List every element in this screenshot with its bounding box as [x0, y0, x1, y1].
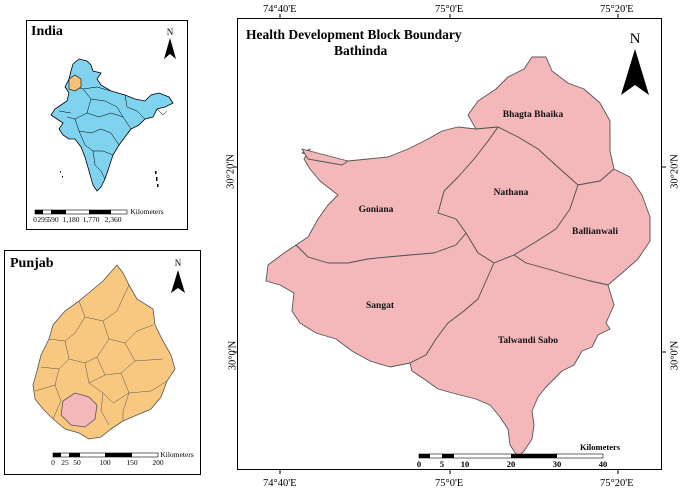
label-ballianwali: Ballianwali: [572, 227, 618, 237]
label-nathana: Nathana: [494, 188, 529, 198]
india-scale-tick: 2,360: [105, 215, 122, 224]
block-goniana-spur: [301, 148, 349, 166]
left-coord-label: 30°20'N: [225, 154, 237, 189]
main-scale-bar: Kilometers 0 5 10 20 30 40: [417, 442, 621, 469]
india-country-shape: [50, 58, 174, 192]
bottom-coord-label: 75°20'E: [600, 478, 634, 489]
punjab-scale-tick: 25: [61, 458, 69, 467]
india-scale-tick: 1,180: [63, 215, 80, 224]
punjab-scale-tick: 150: [126, 458, 138, 467]
main-title-line1: Health Development Block Boundary: [246, 27, 462, 42]
right-coord-label: 30°0'N: [669, 340, 681, 371]
label-goniana: Goniana: [359, 205, 394, 215]
punjab-bathinda-highlight: [60, 392, 98, 428]
punjab-scale-tick: 200: [152, 458, 164, 467]
india-scale-tick: 295: [37, 215, 49, 224]
punjab-scale-bar: 0 25 50 100 150 200 Kilometers: [51, 450, 194, 467]
label-talwandi-sabo: Talwandi Sabo: [498, 336, 558, 346]
india-inset-title: India: [31, 24, 63, 39]
punjab-north-letter: N: [175, 258, 182, 268]
india-scale-tick: 0: [33, 215, 37, 224]
main-north-letter: N: [630, 31, 641, 47]
punjab-map-svg: N 0 25: [32, 258, 194, 467]
india-scale-tick: 1,770: [83, 215, 100, 224]
punjab-inset-map: Punjab N: [4, 250, 201, 475]
main-north-arrow-icon: N: [621, 31, 649, 95]
punjab-scale-unit: Kilometers: [160, 450, 193, 459]
punjab-state-shape: [32, 264, 176, 440]
main-scale-tick: 5: [440, 459, 444, 469]
main-scale-tick: 0: [417, 459, 421, 469]
punjab-scale-tick: 100: [99, 458, 111, 467]
top-coord-label: 75°20'E: [600, 4, 634, 15]
india-north-arrow-icon: N: [164, 27, 176, 59]
punjab-north-arrow-icon: N: [171, 258, 185, 293]
right-coord-label: 30°20'N: [669, 154, 681, 189]
india-islands: [60, 171, 159, 187]
bottom-coord-label: 75°0'E: [435, 478, 464, 489]
india-punjab-highlight: [68, 74, 82, 92]
india-north-letter: N: [167, 27, 174, 37]
india-state-boundaries: [58, 84, 168, 180]
india-map-svg: N: [33, 27, 176, 224]
india-scale-tick: 590: [47, 215, 59, 224]
punjab-scale-tick: 50: [73, 458, 81, 467]
punjab-district-boundaries: [34, 284, 168, 426]
bathinda-main-map: Health Development Block Boundary Bathin…: [237, 18, 662, 470]
top-coord-label: 75°0'E: [435, 4, 464, 15]
label-bhagta-bhaika: Bhagta Bhaika: [503, 110, 564, 120]
main-scale-tick: 40: [599, 459, 608, 469]
main-scale-unit: Kilometers: [580, 442, 621, 452]
main-scale-tick: 20: [507, 459, 516, 469]
punjab-scale-tick: 0: [51, 458, 55, 467]
block-talwandi-sabo[interactable]: [409, 254, 615, 458]
india-scale-bar: 0 295 590 1,180 1,770 2,360 Kilometers: [33, 207, 164, 224]
main-scale-tick: 10: [461, 459, 470, 469]
bottom-coord-label: 74°40'E: [263, 478, 297, 489]
main-scale-tick: 30: [553, 459, 562, 469]
main-map-title: Health Development Block Boundary Bathin…: [246, 27, 462, 59]
bathinda-map-svg: N Bhagta Bhaika Goniana Nathana Ballianw…: [265, 31, 651, 469]
top-coord-label: 74°40'E: [263, 4, 297, 15]
punjab-inset-title: Punjab: [10, 256, 54, 271]
india-inset-map: India N: [26, 20, 188, 230]
main-title-line2: Bathinda: [334, 43, 388, 58]
label-sangat: Sangat: [366, 301, 395, 311]
india-scale-unit: Kilometers: [130, 207, 163, 216]
